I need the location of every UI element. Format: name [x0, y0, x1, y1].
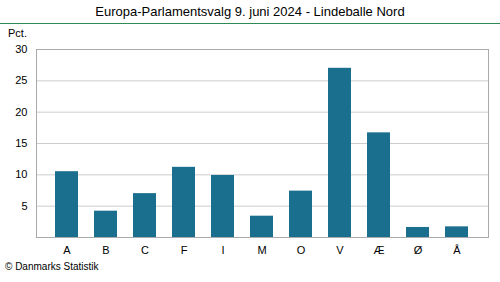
- svg-text:M: M: [257, 244, 266, 256]
- svg-text:Ø: Ø: [414, 244, 423, 256]
- svg-text:15: 15: [15, 137, 27, 149]
- html-text:Pct.: Pct.: [8, 27, 27, 39]
- svg-text:V: V: [336, 244, 344, 256]
- svg-text:C: C: [141, 244, 149, 256]
- svg-text:5: 5: [21, 200, 27, 212]
- svg-text:10: 10: [15, 168, 27, 180]
- svg-text:20: 20: [15, 106, 27, 118]
- html-text:Europa-Parlamentsvalg 9. juni: Europa-Parlamentsvalg 9. juni 2024 - Lin…: [95, 4, 405, 19]
- svg-text:F: F: [181, 244, 188, 256]
- svg-text:Å: Å: [453, 244, 461, 256]
- svg-text:Æ: Æ: [374, 244, 385, 256]
- svg-text:B: B: [102, 244, 109, 256]
- svg-text:25: 25: [15, 74, 27, 86]
- svg-text:A: A: [63, 244, 71, 256]
- svg-text:30: 30: [15, 43, 27, 55]
- html-text:© Danmarks Statistik: © Danmarks Statistik: [5, 261, 99, 272]
- svg-text:O: O: [297, 244, 306, 256]
- svg-text:I: I: [221, 244, 224, 256]
